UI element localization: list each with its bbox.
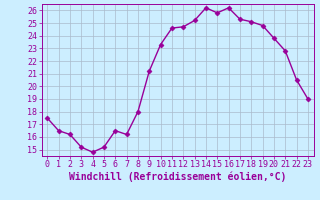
X-axis label: Windchill (Refroidissement éolien,°C): Windchill (Refroidissement éolien,°C) [69,172,286,182]
